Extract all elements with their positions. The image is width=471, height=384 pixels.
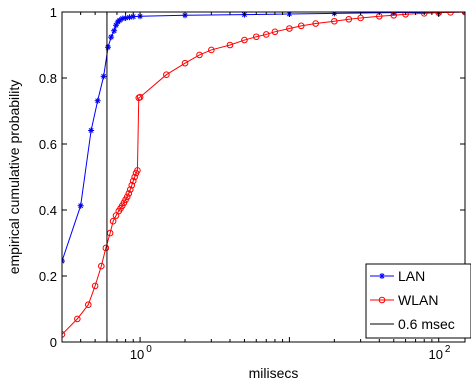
y-tick-label: 0.8	[39, 71, 57, 86]
y-axis-title: empirical cumulative probability	[6, 80, 22, 275]
point-wlan-31	[262, 31, 270, 38]
point-lan-11	[119, 15, 126, 22]
point-wlan-38	[357, 14, 364, 22]
point-lan-16	[182, 12, 189, 19]
point-wlan-42	[420, 12, 428, 17]
legend: LAN WLAN 0.6 msec	[365, 263, 471, 339]
point-lan-3	[94, 97, 101, 104]
point-wlan-8	[112, 212, 120, 219]
series-wlan	[62, 12, 465, 338]
point-wlan-25	[181, 59, 189, 67]
point-wlan-37	[345, 15, 353, 23]
point-wlan-16	[126, 186, 134, 193]
x-tick-label: 10	[428, 347, 442, 362]
point-wlan-30	[252, 33, 260, 41]
point-wlan-33	[286, 25, 293, 32]
point-lan-4	[100, 73, 107, 80]
point-wlan-21	[134, 167, 141, 174]
point-wlan-35	[312, 20, 319, 27]
x-axis-title: milisecs	[249, 365, 299, 381]
y-tick-label: 0.2	[39, 269, 57, 284]
legend-entry-wlan: WLAN	[370, 292, 438, 308]
legend-entry-lan: LAN	[370, 268, 425, 284]
point-wlan-14	[123, 193, 131, 201]
point-wlan-23	[136, 93, 144, 101]
point-wlan-29	[241, 36, 248, 44]
legend-marker-wlan	[378, 296, 386, 304]
point-wlan-41	[402, 12, 409, 18]
legend-entry-0-6-msec: 0.6 msec	[370, 316, 455, 332]
point-wlan-17	[128, 181, 136, 189]
point-lan-13	[126, 14, 133, 21]
point-wlan-2	[84, 301, 92, 309]
point-wlan-36	[331, 17, 338, 25]
point-wlan-4	[98, 262, 105, 270]
x-tick-label-exponent: 2	[445, 344, 451, 355]
legend-label-0-6-msec: 0.6 msec	[398, 316, 455, 332]
point-wlan-18	[129, 177, 137, 185]
point-wlan-19	[131, 173, 138, 181]
point-wlan-1	[74, 315, 81, 323]
point-wlan-7	[109, 217, 117, 225]
x-tick-label-exponent: 0	[146, 344, 152, 355]
point-wlan-34	[297, 22, 305, 30]
point-lan-14	[130, 13, 137, 20]
legend-marker-lan	[379, 273, 385, 279]
point-wlan-27	[208, 46, 215, 54]
y-tick-label: 0	[50, 335, 57, 350]
point-lan-10	[116, 17, 123, 24]
point-lan-6	[108, 34, 115, 41]
y-tick-label: 1	[50, 5, 57, 20]
point-lan-8	[113, 22, 120, 29]
legend-label-lan: LAN	[398, 268, 425, 284]
point-wlan-24	[163, 71, 170, 78]
point-wlan-3	[91, 282, 99, 290]
y-tick-label: 0.4	[39, 203, 57, 218]
point-wlan-5	[102, 244, 110, 252]
x-tick-label: 10	[130, 347, 144, 362]
point-lan-5	[105, 44, 112, 51]
point-wlan-32	[271, 28, 279, 36]
point-wlan-26	[196, 51, 203, 59]
point-lan-7	[111, 27, 118, 34]
point-wlan-28	[226, 41, 234, 49]
axes-box	[61, 11, 466, 343]
point-wlan-15	[125, 190, 133, 197]
point-lan-1	[77, 202, 84, 209]
point-lan-12	[122, 14, 129, 21]
legend-label-wlan: WLAN	[398, 292, 438, 308]
point-lan-2	[88, 127, 95, 134]
y-tick-label: 0.6	[39, 137, 57, 152]
